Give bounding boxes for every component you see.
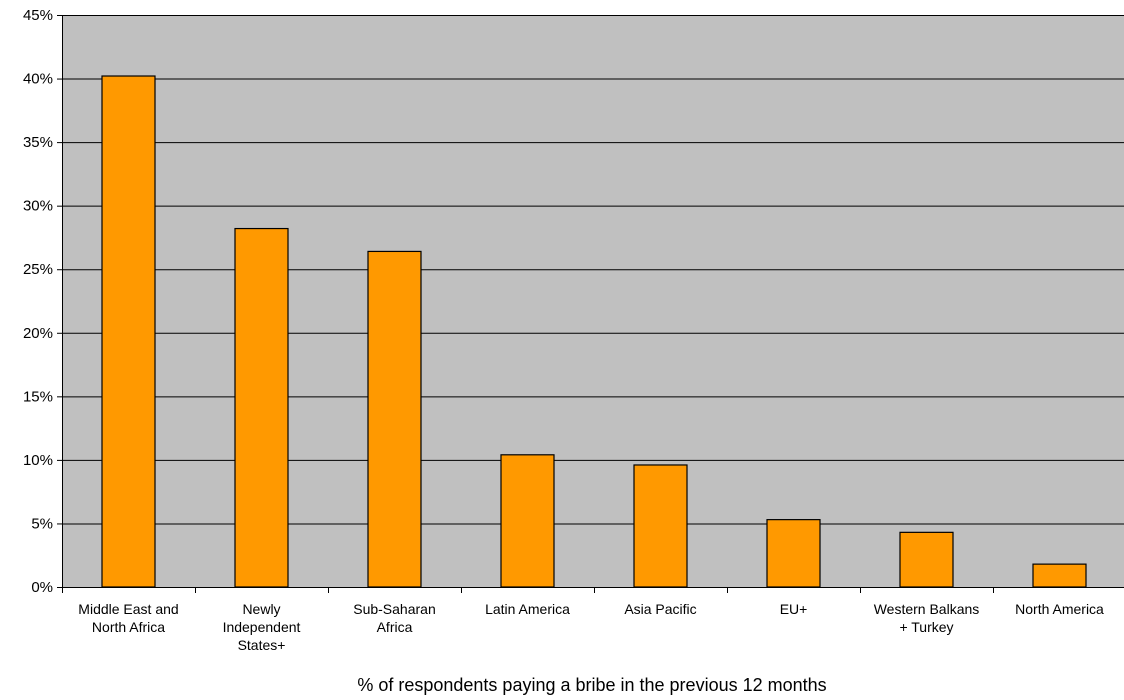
y-tick-label: 20% bbox=[23, 325, 53, 342]
y-tick-label: 10% bbox=[23, 452, 53, 469]
x-tick-label: North America bbox=[1015, 601, 1104, 617]
bar bbox=[234, 227, 289, 588]
axes bbox=[57, 15, 1124, 593]
x-tick-label: Newly Independent States+ bbox=[223, 601, 301, 653]
bar bbox=[101, 75, 156, 588]
y-tick-label: 5% bbox=[31, 515, 53, 532]
plot-area bbox=[62, 15, 1124, 587]
x-tick-label: EU+ bbox=[780, 601, 808, 617]
x-tick-label: Latin America bbox=[485, 601, 570, 617]
x-tick-label: Western Balkans + Turkey bbox=[874, 601, 980, 635]
bar bbox=[633, 464, 688, 588]
y-tick-labels: 0% 5% 10% 15% 20% 25% 30% 35% 40% 45% bbox=[23, 7, 53, 596]
bar bbox=[1032, 563, 1087, 588]
x-tick-labels: Middle East and North Africa Newly Independ… bbox=[78, 601, 1104, 653]
bar bbox=[367, 250, 422, 588]
y-tick-label: 35% bbox=[23, 134, 53, 151]
bar bbox=[766, 519, 821, 588]
y-tick-label: 25% bbox=[23, 261, 53, 278]
y-tick-label: 45% bbox=[23, 7, 53, 24]
y-tick-label: 0% bbox=[31, 579, 53, 596]
y-tick-label: 40% bbox=[23, 71, 53, 88]
x-tick-label: Middle East and North Africa bbox=[78, 601, 178, 635]
y-tick-label: 15% bbox=[23, 388, 53, 405]
bar bbox=[899, 531, 954, 588]
bars bbox=[101, 75, 1087, 588]
bar bbox=[500, 454, 555, 588]
x-tick-label: Sub-Saharan Africa bbox=[353, 601, 436, 635]
y-tick-label: 30% bbox=[23, 198, 53, 215]
x-tick-label: Asia Pacific bbox=[624, 601, 696, 617]
x-axis-title: % of respondents paying a bribe in the p… bbox=[357, 675, 826, 695]
